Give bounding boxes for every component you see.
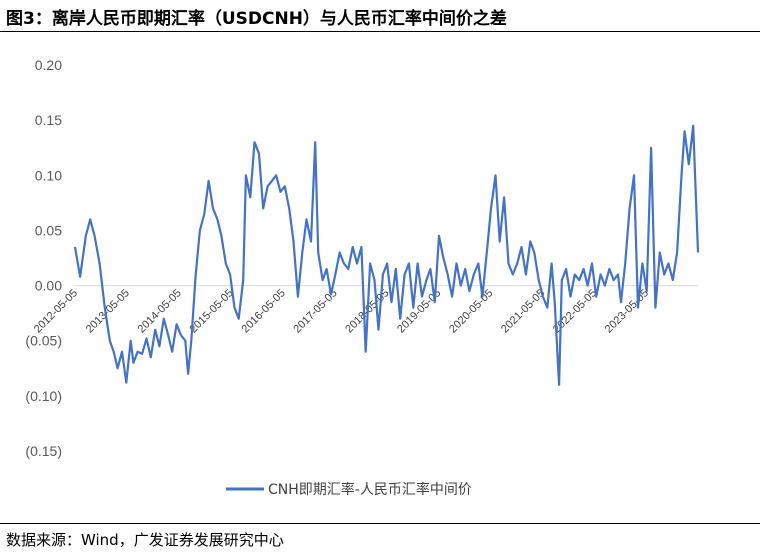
x-tick-label: 2020-05-05 bbox=[447, 287, 495, 335]
series-line bbox=[73, 124, 700, 386]
y-tick-label: (0.15) bbox=[25, 443, 62, 459]
top-rule bbox=[0, 31, 760, 32]
x-tick-label: 2022-05-05 bbox=[551, 287, 599, 335]
legend-label: CNH即期汇率-人民币汇率中间价 bbox=[268, 481, 472, 498]
x-tick-label: 2016-05-05 bbox=[240, 287, 288, 335]
y-tick-label: 0.10 bbox=[35, 167, 62, 183]
y-axis-labels: 0.20 0.15 0.10 0.05 0.00 (0.05) (0.10) (0.15) bbox=[25, 57, 62, 459]
x-tick-label: 2021-05-05 bbox=[499, 287, 547, 335]
x-axis-labels: 2012-05-05 2013-05-05 2014-05-05 2015-05-05… bbox=[32, 287, 651, 335]
y-tick-label: 0.05 bbox=[35, 222, 62, 238]
line-chart: 0.20 0.15 0.10 0.05 0.00 (0.05) (0.10) (0.15) 2… bbox=[25, 57, 700, 498]
bottom-rule bbox=[0, 523, 760, 524]
x-tick-label: 2023-05-05 bbox=[603, 287, 651, 335]
figure-title: 图3：离岸人民币即期汇率（USDCNH）与人民币汇率中间价之差 bbox=[6, 9, 507, 29]
y-tick-label: (0.10) bbox=[25, 388, 62, 404]
source-note: 数据来源：Wind，广发证券发展研究中心 bbox=[6, 531, 284, 549]
y-tick-label: 0.00 bbox=[35, 278, 62, 294]
legend: CNH即期汇率-人民币汇率中间价 bbox=[226, 481, 472, 498]
y-tick-label: 0.15 bbox=[35, 112, 62, 128]
y-tick-label: (0.05) bbox=[25, 333, 62, 349]
y-tick-label: 0.20 bbox=[35, 57, 62, 73]
x-tick-label: 2012-05-05 bbox=[32, 287, 80, 335]
